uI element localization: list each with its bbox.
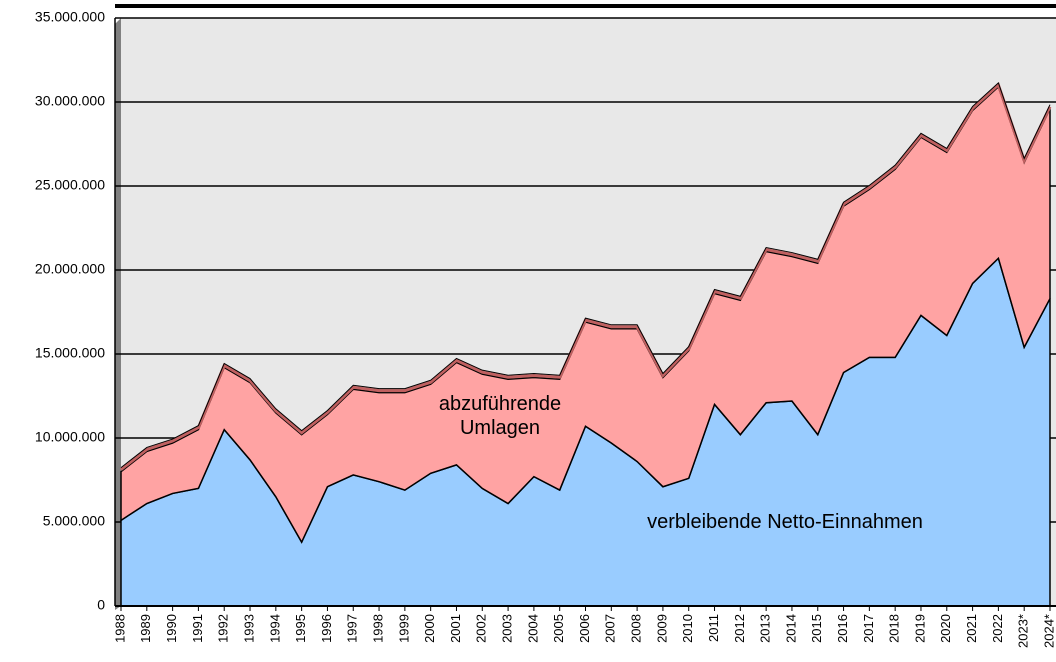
- area-top-outline: [120, 81, 1051, 468]
- x-tick-label: 2004: [525, 614, 540, 643]
- y-tick-label: 20.000.000: [35, 261, 105, 277]
- x-tick-label: 1991: [190, 614, 205, 643]
- x-tick-label: 2006: [577, 614, 592, 643]
- x-tick-label: 2001: [448, 614, 463, 643]
- x-tick-label: 1996: [319, 614, 334, 643]
- x-tick-label: 2021: [964, 614, 979, 643]
- x-tick-label: 2000: [422, 614, 437, 643]
- y-tick-label: 10.000.000: [35, 429, 105, 445]
- x-tick-label: 1990: [164, 614, 179, 643]
- x-tick-label: 2018: [887, 614, 902, 643]
- y-tick-label: 5.000.000: [43, 513, 105, 529]
- x-tick-label: 2008: [629, 614, 644, 643]
- y-tick-label: 15.000.000: [35, 345, 105, 361]
- x-tick-label: 2022: [990, 614, 1005, 643]
- x-tick-label: 2010: [680, 614, 695, 643]
- x-tick-label: 1997: [345, 614, 360, 643]
- x-tick-label: 2003: [500, 614, 515, 643]
- area: [120, 85, 1051, 544]
- x-tick-label: 1994: [267, 614, 282, 643]
- x-tick-label: 1993: [241, 614, 256, 643]
- x-tick-label: 1999: [396, 614, 411, 643]
- y-tick-label: 25.000.000: [35, 177, 105, 193]
- x-tick-label: 2002: [474, 614, 489, 643]
- x-tick-label: 2014: [783, 614, 798, 643]
- x-tick-label: 1989: [138, 614, 153, 643]
- x-tick-label: 2013: [758, 614, 773, 643]
- x-tick-label: 2011: [706, 614, 721, 642]
- x-tick-label: 2017: [861, 614, 876, 643]
- plot-side-wall: [115, 18, 121, 610]
- y-tick-label: 30.000.000: [35, 93, 105, 109]
- x-tick-label: 2016: [835, 614, 850, 643]
- y-tick-label: 0: [97, 597, 105, 613]
- x-tick-label: 2015: [809, 614, 824, 643]
- x-tick-label: 1998: [370, 614, 385, 643]
- x-tick-label: 2012: [732, 614, 747, 643]
- y-tick-label: 35.000.000: [35, 9, 105, 25]
- x-tick-label: 1988: [112, 614, 127, 643]
- x-tick-label: 1992: [216, 614, 231, 643]
- series-annotation: abzuführende Umlagen: [438, 393, 562, 439]
- x-tick-label: 2020: [938, 614, 953, 643]
- series-annotation: verbleibende Netto-Einnahmen: [647, 511, 923, 533]
- x-tick-label: 1995: [293, 614, 308, 643]
- x-tick-label: 2009: [654, 614, 669, 643]
- x-tick-label: 2019: [912, 614, 927, 643]
- x-tick-label: 2007: [603, 614, 618, 643]
- x-tick-label: 2005: [551, 614, 566, 643]
- x-tick-label: 2023*: [1016, 614, 1031, 648]
- area-top-edge: [120, 82, 1052, 471]
- x-tick-label: 2024*: [1041, 614, 1056, 648]
